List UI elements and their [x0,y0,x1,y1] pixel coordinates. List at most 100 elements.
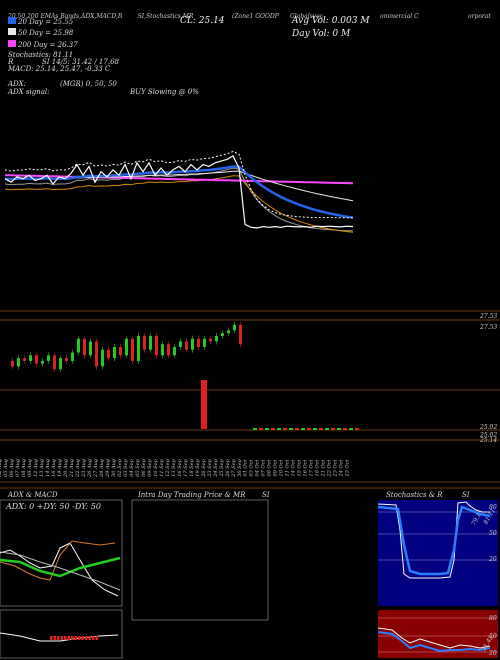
candle-body [23,358,26,361]
volume-bar [277,428,281,430]
candle-body [35,355,38,364]
volume-bar [259,428,263,430]
volume-bar [337,428,341,430]
candle-body [173,347,176,356]
macd-histogram-bar [60,636,63,640]
adx-macd-title: ADX & MACD [8,491,58,499]
macd-histogram-bar [92,636,95,640]
candle-body [17,358,20,367]
rsi-tick-50: 50 [489,633,497,640]
macd-histogram-bar [74,636,77,640]
candle-body [89,341,92,356]
candle-body [107,349,110,359]
candle-body [155,335,158,356]
volume-bar [289,428,293,430]
volume-bar [295,428,299,430]
candle-body [203,338,206,347]
header-company-a: Globalsvoc [290,13,324,20]
candle-body [161,344,164,356]
volume-bar [271,428,275,430]
ema200-swatch [8,40,16,47]
stoch-tick-20: 20 [489,556,497,563]
volume-bar [313,428,317,430]
candle-body [149,335,152,350]
adx-signal-legend: ADX signal: [8,88,50,96]
rsi-legend: SI 14/5: 31.42 / 17.68 [42,58,119,66]
candle-body [137,335,140,361]
buy-signal-legend: BUY Slowing @ 0% [130,88,199,96]
close-line [4,154,354,229]
candle-body [215,335,218,342]
volume-bar [307,428,311,430]
macd-signal-line [0,632,119,642]
volume-bar [319,428,323,430]
macd-histogram-bar [81,636,84,640]
stoch-tick-50: 50 [489,530,497,537]
macd-histogram-bar [95,636,98,640]
volume-bar [283,428,287,430]
rsi-line-blue [377,631,491,653]
macd-histogram-bar [78,636,81,640]
volume-bar [301,428,305,430]
adx-values: ADX: 0 +DY: 50 -DY: 50 [6,502,101,511]
stoch-d-line [377,505,491,576]
stoch-title: Stochastics & R [386,491,443,499]
r-legend: R [8,58,14,66]
header-company-b: ommercial C [380,13,419,20]
stoch-k-line [377,501,490,579]
ema200-legend: 200 Day = 26.37 [8,40,78,49]
candle-body [221,333,224,336]
candle-body [41,360,44,364]
volume-tick-3: 25.14 [480,437,498,444]
volume-bar [325,428,329,430]
candle-body [167,344,170,356]
intraday-title: Intra Day Trading Price & MR [138,491,246,499]
header-company-c: orporat [468,13,491,20]
volume-bar [265,428,269,430]
candle-body [71,352,74,361]
ema50-swatch [8,28,16,35]
candle-body [11,360,14,367]
candle-body [59,358,62,370]
candle-body [101,349,104,367]
candle-body [29,355,32,361]
macd-legend: MACD: 25.14, 25.47, -0.33 C [8,65,111,73]
volume-bar-spike [201,380,207,429]
header-indicators: 20,50,200 EMAs Bands,ADX,MACD,R SI,Stoch… [8,13,194,20]
macd-histogram-bar [71,636,74,640]
intraday-si: SI [262,491,270,499]
rsi-line-white [377,627,491,649]
volume-tick-1: 25.02 [480,424,498,431]
candle-body [53,355,56,370]
candle-body [185,341,188,350]
header-symbol: (Zone1 GOODP [232,13,279,20]
stochastics-legend: Stochastics: 81.11 [8,51,74,59]
candle-body [209,338,212,342]
ema50-legend: 50 Day = 25.98 [8,28,73,37]
volume-bar [253,428,257,430]
stoch-si: SI [462,491,470,499]
candle-body [191,338,194,350]
volume-bar [331,428,335,430]
candle-body [143,335,146,350]
candle-body [179,341,182,347]
day-volume-label: Day Vol: 0 M [292,29,351,39]
volume-bar [349,428,353,430]
ema200-line [4,174,354,185]
volume-bar [355,428,359,430]
ema20-swatch [8,17,16,24]
macd-histogram-bar [64,636,67,640]
candle-body [77,338,80,353]
adx-line-grey [0,551,121,591]
price-tick-mid: 27.53 [480,324,498,331]
intraday-panel [131,499,269,621]
macd-histogram-bar [88,636,91,640]
candle-body [233,324,236,331]
candle-body [119,347,122,356]
macd-histogram-panel [0,609,123,659]
ema20-legend: 20 Day = 25.55 [8,17,73,26]
macd-histogram-bar [67,636,70,640]
candle-body [113,347,116,359]
